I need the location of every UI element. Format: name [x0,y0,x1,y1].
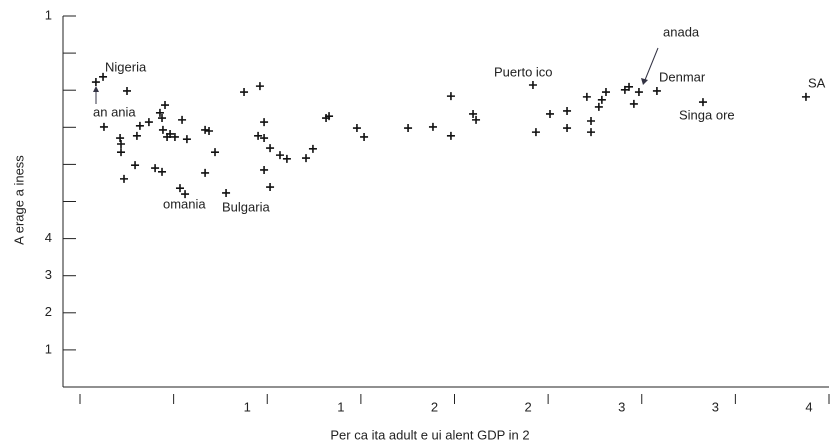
annotation: Bulgaria [222,199,270,214]
point [120,174,129,183]
point [131,161,140,170]
x-tick-label: 3 [618,399,625,414]
point [144,118,153,127]
point [175,184,184,193]
point [117,148,126,157]
point [594,102,603,111]
x-tick-label: 4 [805,399,812,414]
annotation: Nigeria [105,59,147,74]
point [625,82,634,91]
point [587,128,596,137]
point [597,95,606,104]
point [182,135,191,144]
point [178,115,187,124]
point [116,134,125,143]
point [308,144,317,153]
point [166,129,175,138]
point [587,116,596,125]
annotation: Puerto ico [494,64,553,79]
point [158,125,167,134]
arrow [644,47,659,81]
annotation: SA [808,75,826,90]
point [698,98,707,107]
point [472,115,481,124]
point [446,92,455,101]
point [325,112,334,121]
y-tick-label: 3 [45,267,52,282]
arrow-head [641,78,648,85]
y-tick-label: 1 [45,341,52,356]
point [158,114,167,123]
point [634,88,643,97]
annotation: an ania [93,104,136,119]
point [446,131,455,140]
x-tick-label: 1 [337,399,344,414]
point [260,165,269,174]
point [652,86,661,95]
point [117,139,126,148]
point [601,88,610,97]
point [545,109,554,118]
point [266,144,275,153]
point [201,125,210,134]
x-tick-label: 1 [244,399,251,414]
point [260,134,269,143]
point [801,92,810,101]
point [629,99,638,108]
point [260,118,269,127]
point [170,132,179,141]
annotation: Denmar [659,69,706,84]
y-tick-label: 2 [45,304,52,319]
point [205,127,214,136]
x-axis-label: Per ca ita adult e ui alent GDP in 2 [330,427,529,442]
point [282,154,291,163]
point [158,167,167,176]
point [211,148,220,157]
point [161,101,170,110]
point [151,164,160,173]
point [155,108,164,117]
point [91,78,100,87]
point [123,86,131,95]
point [469,109,478,118]
point [563,106,572,115]
x-tick-label: 2 [431,399,438,414]
annotation: Singa ore [679,107,735,122]
point [99,72,108,81]
point [181,190,190,199]
x-tick-label: 2 [525,399,532,414]
point [255,82,264,91]
x-tick-label: 3 [712,399,719,414]
point [266,183,275,192]
point [563,124,572,133]
point [531,128,540,137]
y-tick-label: 4 [45,230,52,245]
point [275,151,284,160]
annotation: anada [663,24,700,39]
point [135,121,144,130]
y-axis-label: A erage a iness [11,155,26,245]
point [428,122,437,131]
point [254,131,263,140]
point [302,154,311,163]
point [201,168,210,177]
point [132,131,141,140]
point [240,88,249,97]
point [620,85,629,94]
point [582,92,591,101]
y-tick-label: 1 [45,7,52,22]
annotation: omania [163,196,206,211]
point [360,132,369,141]
arrow-head [93,86,99,92]
point [222,188,231,197]
point [404,124,413,133]
point [528,81,537,90]
point [352,124,361,133]
point [99,122,108,131]
